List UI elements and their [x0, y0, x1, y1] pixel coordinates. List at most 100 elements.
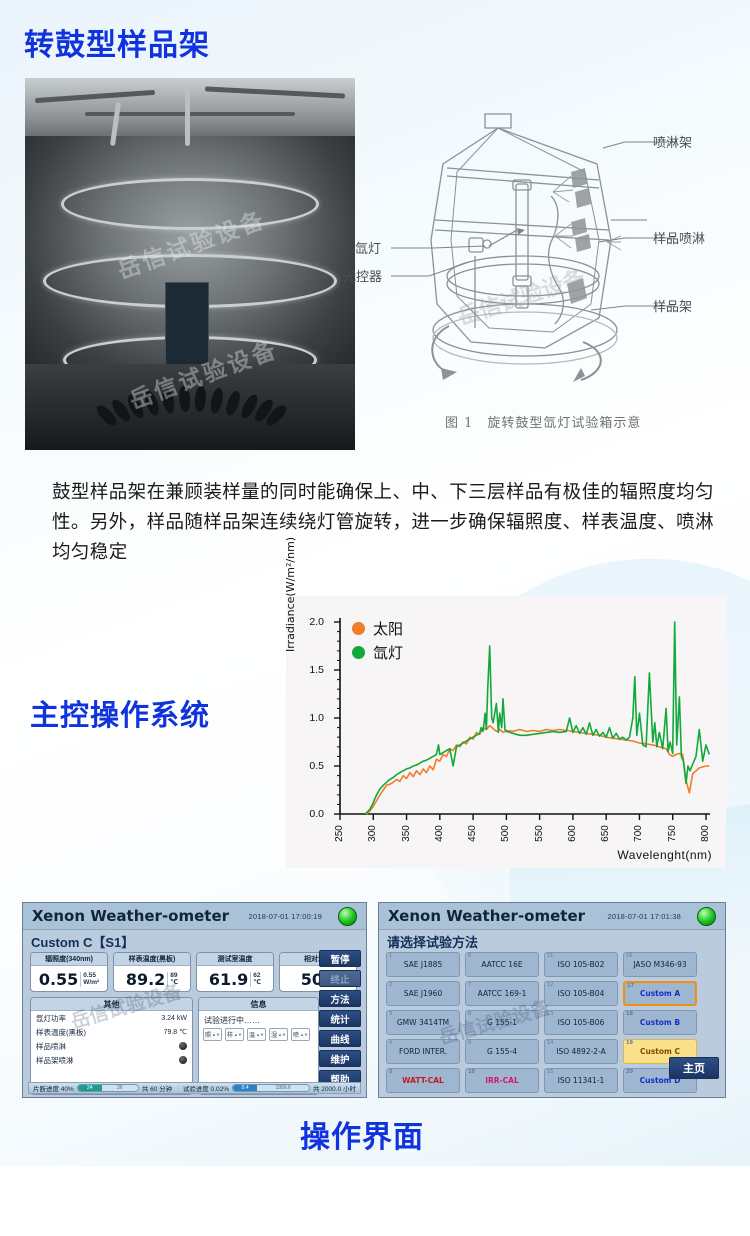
- info-stepper[interactable]: 湿 ▲▼: [269, 1028, 288, 1041]
- info-stepper[interactable]: 喷 ▲▼: [291, 1028, 310, 1041]
- measurement-label: 测试室温度: [197, 953, 273, 966]
- chart-legend: 太阳 氙灯: [352, 618, 403, 666]
- method-button-WATT-CAL[interactable]: 5 WATT-CAL: [386, 1068, 460, 1093]
- method-index: 5: [389, 1069, 393, 1075]
- method-index: 6: [468, 953, 472, 959]
- method-index: 1: [389, 953, 393, 959]
- nav-button-方法[interactable]: 方法: [319, 990, 361, 1007]
- measurement-box[interactable]: 样表温度(黑板) 89.2 89 ℃: [113, 952, 191, 992]
- method-button-AATCC-16E[interactable]: 6 AATCC 16E: [465, 952, 539, 977]
- hmi-right-title: Xenon Weather-ometer: [388, 907, 586, 925]
- measurement-label: 样表温度(黑板): [114, 953, 190, 966]
- chart-y-tick: 0.5: [309, 760, 324, 772]
- chart-x-tick: 600: [566, 825, 578, 842]
- info-stepper[interactable]: 温 ▲▼: [247, 1028, 266, 1041]
- segment-total-label: 共 60 分钟: [141, 1086, 173, 1093]
- stepper-label: 湿: [271, 1033, 278, 1039]
- test-progress-done: 0.4: [233, 1085, 258, 1091]
- method-button-JASO-M346-93[interactable]: 16 JASO M346-93: [623, 952, 697, 977]
- chart-x-axis-label: Wavelenght(nm): [617, 848, 712, 862]
- test-total-label: 共 2000.0 小时: [313, 1086, 356, 1093]
- info-stepper-group[interactable]: 照 ▲▼ 样 ▲▼ 温 ▲▼ 湿 ▲▼ 喷 ▲▼: [199, 1028, 318, 1041]
- measurement-row: 辐照度(340nm) 0.55 0.55 W/m² 样表温度(黑板) 89.2 89 ℃ 测试室…: [30, 952, 357, 992]
- nav-button-统计[interactable]: 统计: [319, 1010, 361, 1027]
- hmi-left-statusbar: 片断进度 40% 24 36 共 60 分钟 试验进度 0.02% 0.4 19…: [28, 1082, 361, 1094]
- method-label: GMW 3414TM: [396, 1018, 450, 1027]
- info-panel-header: 信息: [199, 998, 318, 1011]
- chart-y-tick: 0.0: [309, 808, 324, 820]
- method-label: ISO 105-B06: [557, 1018, 605, 1027]
- page-title-operation-interface: 操作界面: [300, 1120, 424, 1155]
- method-label: Custom A: [639, 989, 681, 998]
- status-lamp-icon: [697, 907, 716, 926]
- schematic-label-light-controller: 光控器: [343, 270, 383, 285]
- segment-progress-left: 36: [101, 1085, 138, 1091]
- other-panel-row: 样品架喷淋: [31, 1053, 192, 1067]
- other-panel-row: 样品喷淋: [31, 1039, 192, 1053]
- method-button-G-155-4[interactable]: 9 G 155-4: [465, 1039, 539, 1064]
- method-button-ISO-11341-1[interactable]: 15 ISO 11341-1: [544, 1068, 618, 1093]
- method-label: Custom D: [639, 1076, 681, 1085]
- hmi-left-body: Custom C【S1】 辐照度(340nm) 0.55 0.55 W/m² 样表温度(…: [23, 930, 366, 1097]
- stepper-arrows-icon[interactable]: ▲▼: [278, 1031, 286, 1037]
- stepper-arrows-icon[interactable]: ▲▼: [234, 1031, 242, 1037]
- nav-button-终止: 终止: [319, 970, 361, 987]
- other-panel-rows: 氙灯功率 3.24 kW 样表温度(黑板) 79.8 ℃ 样品喷淋 样品架喷淋: [31, 1011, 192, 1067]
- spectral-irradiance-chart: 太阳 氙灯 Irradiance(W/m²/nm) Wavelenght(nm)…: [284, 537, 726, 868]
- method-label: G 155-1: [487, 1018, 517, 1027]
- home-button[interactable]: 主页: [669, 1057, 719, 1079]
- method-button-IRR-CAL[interactable]: 10 IRR-CAL: [465, 1068, 539, 1093]
- chart-x-tick: 300: [367, 825, 379, 842]
- stepper-arrows-icon[interactable]: ▲▼: [212, 1031, 220, 1037]
- info-stepper[interactable]: 样 ▲▼: [225, 1028, 244, 1041]
- method-index: 2: [389, 982, 393, 988]
- schematic-caption: 图 1 旋转鼓型氙灯试验箱示意: [445, 416, 642, 431]
- method-button-ISO-105-B04[interactable]: 12 ISO 105-B04: [544, 981, 618, 1006]
- chart-x-tick: 650: [600, 825, 612, 842]
- method-label: WATT-CAL: [402, 1076, 444, 1085]
- method-button-AATCC-169-1[interactable]: 7 AATCC 169-1: [465, 981, 539, 1006]
- hmi-right-body: 请选择试验方法 1 SAE J1885 6 AATCC 16E 11 ISO 105-B0…: [379, 930, 725, 1097]
- chart-x-tick: 800: [699, 825, 711, 842]
- method-button-GMW-3414TM[interactable]: 3 GMW 3414TM: [386, 1010, 460, 1035]
- hmi-method-select-screen[interactable]: Xenon Weather-ometer 2018-07-01 17:01:38…: [378, 902, 726, 1098]
- nav-button-暂停[interactable]: 暂停: [319, 950, 361, 967]
- info-panel: 信息 试验进行中…… 照 ▲▼ 样 ▲▼ 温 ▲▼ 湿 ▲▼ 喷 ▲▼: [198, 997, 319, 1095]
- hmi-main-screen[interactable]: Xenon Weather-ometer 2018-07-01 17:00:19…: [22, 902, 367, 1098]
- background-bottom-band: [0, 1166, 750, 1236]
- chart-x-tick: 250: [333, 825, 345, 842]
- measurement-box[interactable]: 辐照度(340nm) 0.55 0.55 W/m²: [30, 952, 108, 992]
- method-index: 10: [468, 1069, 475, 1075]
- method-index: 11: [547, 953, 554, 959]
- measurement-value: 61.9: [208, 969, 249, 989]
- drum-rack-photo: 岳信试验设备 岳信试验设备: [25, 78, 355, 450]
- info-stepper[interactable]: 照 ▲▼: [203, 1028, 222, 1041]
- method-grid[interactable]: 1 SAE J1885 6 AATCC 16E 11 ISO 105-B02 16 JASO …: [386, 952, 697, 1093]
- method-button-Custom-B[interactable]: 18 Custom B: [623, 1010, 697, 1035]
- stepper-arrows-icon[interactable]: ▲▼: [256, 1031, 264, 1037]
- test-progress-label: 试验进度 0.02%: [182, 1086, 229, 1093]
- xenon-chamber-schematic: 喷淋架 样品喷淋 样品架 氙灯 光控器 岳信试验设备 图 1 旋转鼓型氙灯试验箱…: [343, 80, 735, 440]
- other-panel: 其他 氙灯功率 3.24 kW 样表温度(黑板) 79.8 ℃ 样品喷淋 样品架喷淋: [30, 997, 193, 1095]
- method-button-FORD-INTER-[interactable]: 4 FORD INTER.: [386, 1039, 460, 1064]
- other-row-label: 样品喷淋: [36, 1041, 66, 1051]
- chart-y-tick: 1.0: [309, 712, 324, 724]
- method-button-SAE-J1885[interactable]: 1 SAE J1885: [386, 952, 460, 977]
- method-button-ISO-105-B06[interactable]: 13 ISO 105-B06: [544, 1010, 618, 1035]
- nav-button-曲线[interactable]: 曲线: [319, 1030, 361, 1047]
- legend-entry-xenon: 氙灯: [352, 642, 403, 663]
- method-button-Custom-A[interactable]: 17 Custom A: [623, 981, 697, 1006]
- stepper-label: 温: [249, 1033, 256, 1039]
- nav-button-维护[interactable]: 维护: [319, 1050, 361, 1067]
- measurement-box[interactable]: 测试室温度 61.9 62 ℃: [196, 952, 274, 992]
- method-index: 17: [627, 983, 634, 989]
- measurement-setpoint: 62: [253, 971, 261, 979]
- method-button-ISO-4892-2-A[interactable]: 14 ISO 4892-2-A: [544, 1039, 618, 1064]
- method-button-G-155-1[interactable]: 8 G 155-1: [465, 1010, 539, 1035]
- method-index: 20: [626, 1069, 633, 1075]
- method-button-ISO-105-B02[interactable]: 11 ISO 105-B02: [544, 952, 618, 977]
- hmi-left-button-column[interactable]: 暂停 终止 方法 统计 曲线 维护 帮助: [319, 950, 361, 1087]
- stepper-arrows-icon[interactable]: ▲▼: [300, 1031, 308, 1037]
- method-button-SAE-J1960[interactable]: 2 SAE J1960: [386, 981, 460, 1006]
- test-progress-left: 1999.6: [257, 1085, 309, 1091]
